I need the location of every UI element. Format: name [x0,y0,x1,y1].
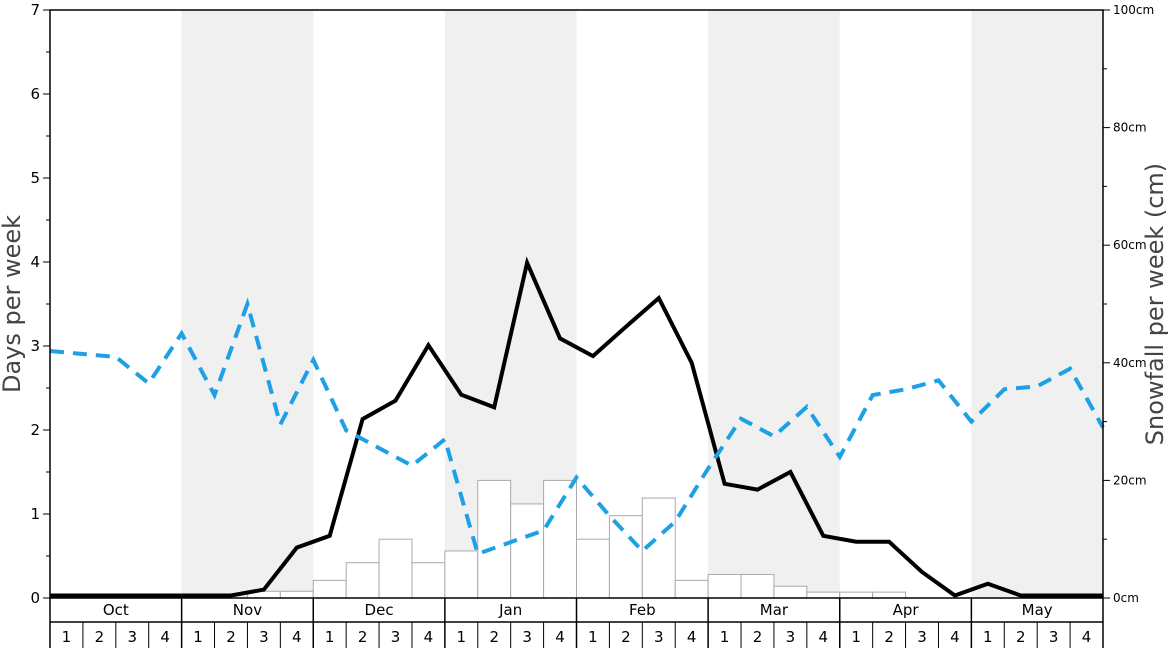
dashed-series-line [49,297,1105,557]
left-axis-title: Days per week [0,215,26,393]
week-label: 1 [588,628,598,646]
snowfall-bar [740,573,775,599]
month-shade-may [971,10,1103,598]
y-tick-label: 2 [30,421,40,439]
month-label: Nov [233,601,262,619]
y2-tick-label: 0cm [1113,591,1139,605]
y-tick-label: 0 [30,589,40,607]
month-shade-mar [708,10,840,598]
week-label: 4 [555,628,565,646]
y-tick-label: 6 [30,85,40,103]
week-label: 4 [292,628,302,646]
y2-tick-label: 40cm [1113,356,1147,370]
week-label: 2 [489,628,499,646]
snowfall-bar [378,538,413,599]
y2-tick-label: 80cm [1113,121,1147,135]
week-label: 1 [193,628,203,646]
snowfall-bar [707,573,742,599]
week-label: 2 [621,628,631,646]
y2-tick-label: 20cm [1113,473,1147,487]
solid-series-line [50,256,1103,598]
month-label: Jan [498,601,522,619]
snowfall-bar [839,591,874,599]
week-label: 2 [358,628,368,646]
y-tick-label: 5 [30,169,40,187]
week-label: 4 [819,628,829,646]
month-label: Feb [629,601,656,619]
month-label: Apr [893,601,920,619]
week-label: 4 [160,628,170,646]
week-label: 1 [851,628,861,646]
snowfall-bars [246,479,907,599]
week-label: 1 [983,628,993,646]
month-label: Mar [760,601,789,619]
snowfall-bar [279,590,314,599]
snowfall-bar [806,591,841,599]
week-label: 1 [457,628,467,646]
snowfall-bar [444,550,479,599]
right-axis: 0cm 20cm 40cm 60cm 80cm 100cm [1103,3,1154,605]
snowfall-bar [477,479,512,599]
snowfall-bar [345,562,380,599]
week-label: 4 [687,628,697,646]
week-label: 1 [62,628,72,646]
y-tick-label: 7 [30,1,40,19]
snowfall-bar [312,579,347,599]
month-label: May [1022,601,1053,619]
y-tick-label: 3 [30,337,40,355]
week-label: 3 [917,628,927,646]
week-label: 1 [720,628,730,646]
week-label: 4 [950,628,960,646]
week-label: 3 [522,628,532,646]
week-label: 3 [786,628,796,646]
week-label: 2 [884,628,894,646]
y-tick-label: 4 [30,253,40,271]
month-label: Oct [103,601,129,619]
month-label: Dec [365,601,394,619]
month-shading [181,10,1103,598]
week-label: 1 [325,628,335,646]
left-axis: 0 1 2 3 4 5 6 7 [30,1,50,607]
week-label: 3 [391,628,401,646]
snowfall-bar [608,515,643,599]
snowfall-bar [411,562,446,599]
y-tick-label: 1 [30,505,40,523]
snowfall-bar [510,503,545,599]
week-label: 3 [654,628,664,646]
week-label: 2 [753,628,763,646]
snowfall-bar [872,591,907,599]
week-label: 4 [1082,628,1092,646]
y2-tick-label: 60cm [1113,238,1147,252]
week-label: 2 [1016,628,1026,646]
week-label: 4 [424,628,434,646]
week-label: 2 [95,628,105,646]
snowfall-bar [674,579,709,599]
week-label: 3 [127,628,137,646]
week-label: 2 [226,628,236,646]
week-label: 3 [259,628,269,646]
series-lines [49,256,1105,598]
month-week-axis: Oct 1 2 3 4 Nov 1 2 3 4 Dec 1 2 3 4 Jan 1 2 3 4 Feb 1 2 3 4 Mar 1 2… [49,598,1104,648]
right-axis-title: Snowfall per week (cm) [1141,163,1168,445]
snowfall-bar [543,479,577,599]
snowfall-bar [576,538,610,599]
y2-tick-label: 100cm [1113,3,1154,17]
week-label: 3 [1049,628,1059,646]
snowfall-bar [773,585,808,599]
